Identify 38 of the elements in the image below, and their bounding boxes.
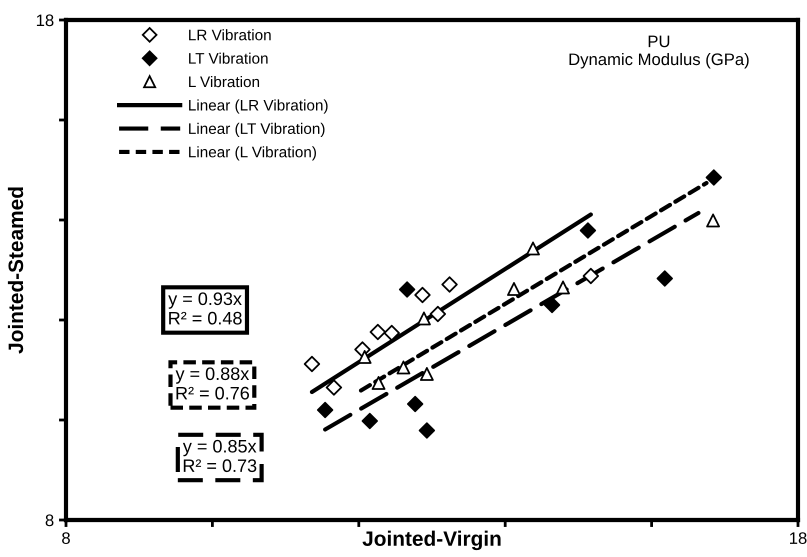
point (304, 356, 320, 372)
point (420, 367, 434, 381)
point (358, 350, 372, 364)
point (544, 296, 560, 314)
point (370, 324, 386, 340)
point (414, 286, 431, 304)
point (418, 422, 436, 439)
annotation: y = 0.85x R² = 0.73 (182, 440, 256, 472)
point (372, 376, 386, 390)
point (656, 270, 673, 287)
point (398, 281, 416, 298)
annotation: y = 0.88x R² = 0.76 (176, 367, 250, 400)
annotation: y = 0.93x R² = 0.48 (168, 292, 242, 325)
legend-label: Linear (L Vibration) (189, 146, 316, 160)
point (706, 169, 722, 186)
point (580, 222, 596, 239)
point (417, 312, 431, 326)
point (441, 276, 458, 293)
text: PU Dynamic Modulus (GPa) (570, 36, 749, 68)
legend-label: Linear (LR Vibration) (189, 99, 328, 114)
point (430, 306, 446, 322)
legend-label: L Vibration (189, 76, 260, 88)
point (582, 268, 600, 284)
point (706, 214, 720, 228)
point (316, 402, 334, 418)
legend-label: LR Vibration (189, 29, 271, 40)
point (362, 412, 378, 430)
point (396, 360, 410, 374)
point (526, 242, 540, 256)
point (384, 324, 400, 342)
point (406, 396, 424, 412)
x-axis-title: Jointed-Virgin (362, 530, 501, 550)
point (507, 282, 521, 296)
legend-label: Linear (LT Vibration) (189, 122, 324, 138)
point (326, 379, 342, 396)
point (556, 280, 570, 294)
y-axis-title: Jointed-Steamed (8, 187, 24, 354)
legend-label: LT Vibration (189, 52, 268, 64)
